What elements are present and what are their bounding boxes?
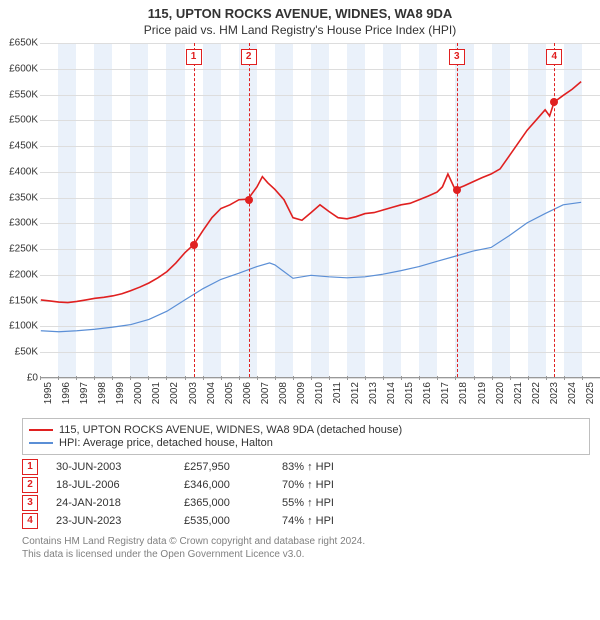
x-tick-label: 2005 — [224, 382, 235, 404]
table-row: 3 24-JAN-2018 £365,000 55% ↑ HPI — [22, 495, 590, 511]
x-axis-labels: 1995 1996 1997 1998 1999 2000 2001 2002 2003 2004… — [40, 378, 600, 412]
x-tick-label: 2020 — [495, 382, 506, 404]
x-tick-label: 2001 — [151, 382, 162, 404]
legend-label-hpi: HPI: Average price, detached house, Halt… — [59, 437, 273, 449]
y-tick-label: £500K — [0, 115, 38, 126]
x-tick-label: 2003 — [188, 382, 199, 404]
x-tick-label: 1995 — [43, 382, 54, 404]
y-tick-label: £350K — [0, 192, 38, 203]
x-tick-label: 2018 — [458, 382, 469, 404]
x-tick-label: 2016 — [422, 382, 433, 404]
tx-pct: 70% ↑ HPI — [282, 479, 352, 491]
tx-marker-1: 1 — [22, 459, 38, 475]
marker-dot-3 — [453, 186, 461, 194]
tx-price: £346,000 — [184, 479, 264, 491]
x-tick-label: 1996 — [61, 382, 72, 404]
y-tick-label: £450K — [0, 141, 38, 152]
x-tick-label: 2022 — [531, 382, 542, 404]
legend-swatch-property — [29, 429, 53, 431]
table-row: 4 23-JUN-2023 £535,000 74% ↑ HPI — [22, 513, 590, 529]
footer: Contains HM Land Registry data © Crown c… — [22, 535, 590, 561]
legend-box: 115, UPTON ROCKS AVENUE, WIDNES, WA8 9DA… — [22, 418, 590, 455]
y-tick-label: £200K — [0, 269, 38, 280]
x-tick-label: 2017 — [440, 382, 451, 404]
x-tick-label: 2004 — [206, 382, 217, 404]
page-title: 115, UPTON ROCKS AVENUE, WIDNES, WA8 9DA — [0, 6, 600, 21]
legend-item-hpi: HPI: Average price, detached house, Halt… — [29, 437, 583, 449]
x-tick-label: 2007 — [260, 382, 271, 404]
marker-line-2 — [249, 43, 250, 377]
legend-item-property: 115, UPTON ROCKS AVENUE, WIDNES, WA8 9DA… — [29, 424, 583, 436]
y-tick-label: £100K — [0, 321, 38, 332]
tx-price: £257,950 — [184, 461, 264, 473]
tx-price: £365,000 — [184, 497, 264, 509]
x-tick-label: 2002 — [169, 382, 180, 404]
series-property — [41, 82, 581, 303]
page-subtitle: Price paid vs. HM Land Registry's House … — [0, 23, 600, 37]
tx-date: 30-JUN-2003 — [56, 461, 166, 473]
marker-line-4 — [554, 43, 555, 377]
chart-lines — [40, 43, 600, 377]
x-tick-label: 2012 — [350, 382, 361, 404]
series-hpi — [41, 202, 581, 331]
marker-box-3: 3 — [449, 49, 465, 65]
y-tick-label: £50K — [0, 347, 38, 358]
y-tick-label: £250K — [0, 244, 38, 255]
x-tick-label: 2009 — [296, 382, 307, 404]
y-tick-label: £600K — [0, 63, 38, 74]
marker-dot-4 — [550, 98, 558, 106]
marker-box-4: 4 — [546, 49, 562, 65]
marker-line-3 — [457, 43, 458, 377]
marker-line-1 — [194, 43, 195, 377]
x-tick-label: 2023 — [549, 382, 560, 404]
x-tick-label: 2024 — [567, 382, 578, 404]
tx-marker-2: 2 — [22, 477, 38, 493]
x-tick-label: 2025 — [585, 382, 596, 404]
y-tick-label: £150K — [0, 295, 38, 306]
x-tick-label: 2013 — [368, 382, 379, 404]
x-tick-label: 2021 — [513, 382, 524, 404]
y-tick-label: £650K — [0, 38, 38, 49]
tx-date: 24-JAN-2018 — [56, 497, 166, 509]
tx-date: 23-JUN-2023 — [56, 515, 166, 527]
tx-pct: 74% ↑ HPI — [282, 515, 352, 527]
marker-dot-1 — [190, 241, 198, 249]
transactions-table: 1 30-JUN-2003 £257,950 83% ↑ HPI 2 18-JU… — [22, 459, 590, 529]
tx-marker-3: 3 — [22, 495, 38, 511]
x-tick-label: 1998 — [97, 382, 108, 404]
x-tick-label: 2006 — [242, 382, 253, 404]
legend-label-property: 115, UPTON ROCKS AVENUE, WIDNES, WA8 9DA… — [59, 424, 402, 436]
x-tick-label: 2010 — [314, 382, 325, 404]
footer-line-1: Contains HM Land Registry data © Crown c… — [22, 535, 590, 548]
y-tick-label: £300K — [0, 218, 38, 229]
x-tick-label: 2014 — [386, 382, 397, 404]
footer-line-2: This data is licensed under the Open Gov… — [22, 548, 590, 561]
marker-box-1: 1 — [186, 49, 202, 65]
table-row: 2 18-JUL-2006 £346,000 70% ↑ HPI — [22, 477, 590, 493]
x-tick-label: 1999 — [115, 382, 126, 404]
tx-marker-4: 4 — [22, 513, 38, 529]
y-tick-label: £400K — [0, 166, 38, 177]
marker-box-2: 2 — [241, 49, 257, 65]
tx-date: 18-JUL-2006 — [56, 479, 166, 491]
tx-pct: 83% ↑ HPI — [282, 461, 352, 473]
x-tick-label: 2008 — [278, 382, 289, 404]
legend-swatch-hpi — [29, 442, 53, 444]
tx-price: £535,000 — [184, 515, 264, 527]
x-tick-label: 1997 — [79, 382, 90, 404]
y-tick-label: £0 — [0, 373, 38, 384]
marker-dot-2 — [245, 196, 253, 204]
x-tick-label: 2000 — [133, 382, 144, 404]
x-tick-label: 2015 — [404, 382, 415, 404]
x-tick-label: 2011 — [332, 382, 343, 404]
x-tick-label: 2019 — [477, 382, 488, 404]
tx-pct: 55% ↑ HPI — [282, 497, 352, 509]
y-tick-label: £550K — [0, 89, 38, 100]
price-chart: £0£50K£100K£150K£200K£250K£300K£350K£400… — [40, 43, 600, 378]
table-row: 1 30-JUN-2003 £257,950 83% ↑ HPI — [22, 459, 590, 475]
